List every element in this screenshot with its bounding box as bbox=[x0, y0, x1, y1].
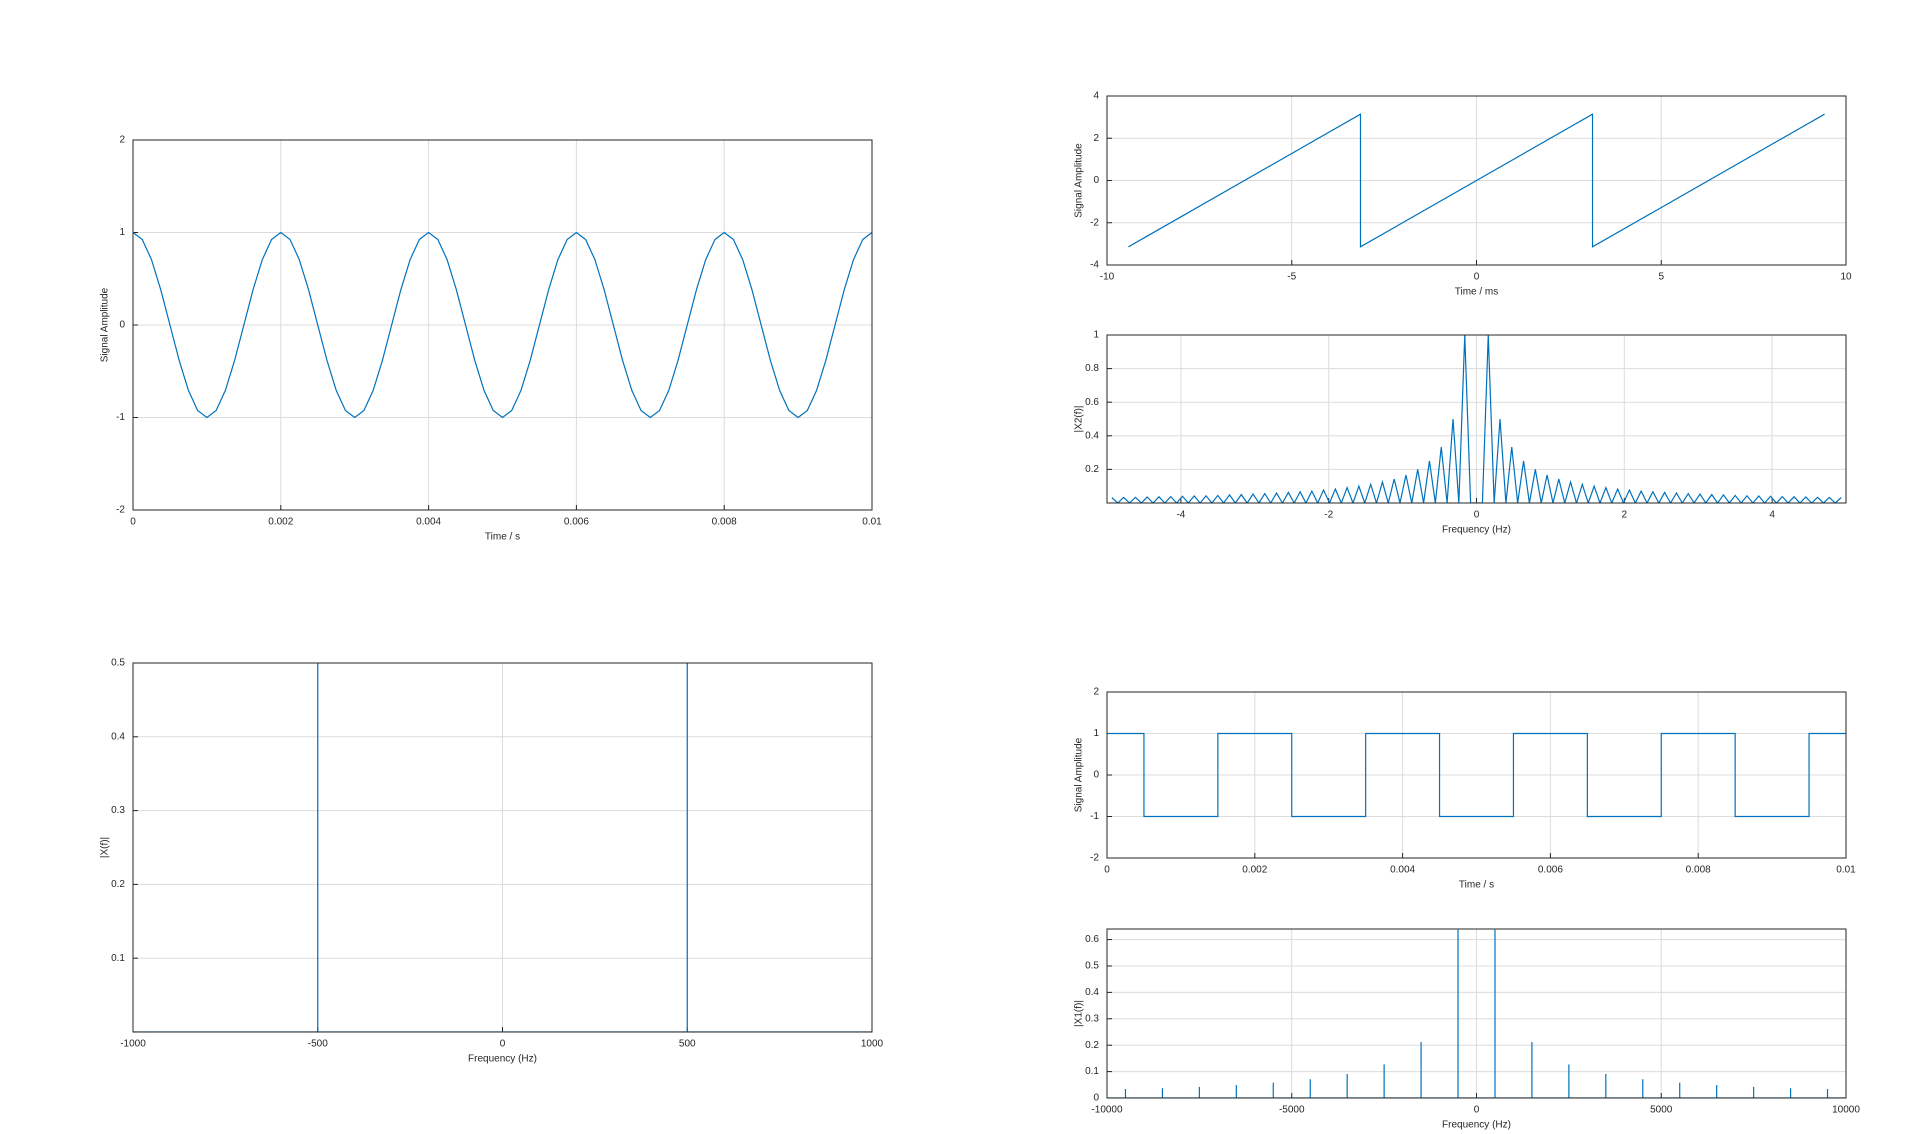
y-tick-label: -4 bbox=[1090, 260, 1099, 271]
x-tick-label: 0.006 bbox=[564, 517, 589, 528]
plot-frame bbox=[1106, 928, 1847, 1099]
x-tick-label: 5 bbox=[1658, 272, 1664, 283]
y-tick-label: 0.6 bbox=[1085, 934, 1099, 945]
chart: -10 -5 0 5 10 -4 -2 0 2 4 Time / ms Signal Amplitud… bbox=[1074, 91, 1852, 298]
x-tick-label: 0 bbox=[1474, 272, 1480, 283]
chart: -1000 -500 0 500 1000 0.1 0.2 0.3 0.4 0.5 Frequenc… bbox=[100, 658, 884, 1065]
x-tick-label: 10000 bbox=[1832, 1105, 1860, 1116]
x-tick-label: 2 bbox=[1622, 510, 1628, 521]
x-axis-label: Time / ms bbox=[1455, 287, 1499, 298]
y-tick-label: 0.1 bbox=[111, 953, 125, 964]
x-tick-label: 0 bbox=[500, 1039, 506, 1050]
y-tick-label: 0.2 bbox=[1085, 1040, 1099, 1051]
plot-frame bbox=[132, 139, 873, 511]
y-tick-label: 0.8 bbox=[1085, 363, 1099, 374]
data-layer bbox=[133, 231, 872, 419]
x-tick-label: 0 bbox=[130, 517, 136, 528]
y-tick-label: 1 bbox=[1093, 330, 1099, 341]
x-tick-label: 0 bbox=[1104, 865, 1110, 876]
signal-line bbox=[1128, 113, 1825, 248]
x-tick-label: -500 bbox=[308, 1039, 328, 1050]
x-tick-label: -5000 bbox=[1279, 1105, 1305, 1116]
y-axis-label: |X2(f)| bbox=[1074, 406, 1085, 433]
y-axis-label: Signal Amplitude bbox=[1074, 143, 1085, 218]
y-tick-label: 4 bbox=[1093, 91, 1099, 102]
x-tick-label: 0.002 bbox=[268, 517, 293, 528]
signal-line bbox=[1107, 732, 1846, 818]
x-tick-label: -10 bbox=[1100, 272, 1115, 283]
y-tick-label: 0.6 bbox=[1085, 397, 1099, 408]
data-layer bbox=[1111, 335, 1842, 503]
y-tick-label: 0.2 bbox=[1085, 464, 1099, 475]
x-tick-label: 4 bbox=[1769, 510, 1775, 521]
x-axis-label: Time / s bbox=[485, 532, 520, 543]
y-tick-label: 2 bbox=[1093, 687, 1099, 698]
plot-frame bbox=[1106, 334, 1847, 504]
x-tick-label: -5 bbox=[1287, 272, 1296, 283]
x-tick-label: 10 bbox=[1840, 272, 1852, 283]
y-axis-label: |X(f)| bbox=[100, 837, 111, 858]
chart: -10000 -5000 0 5000 10000 0 0.1 0.2 0.3 0.4 0.5 0.6… bbox=[1074, 928, 1860, 1131]
y-tick-label: 0.1 bbox=[1085, 1066, 1099, 1077]
signal-line bbox=[1111, 335, 1842, 503]
y-tick-label: 1 bbox=[119, 227, 125, 238]
y-tick-label: 0.4 bbox=[1085, 430, 1099, 441]
y-tick-label: 0.4 bbox=[111, 731, 125, 742]
x-tick-label: 0.002 bbox=[1242, 865, 1267, 876]
y-tick-label: -1 bbox=[116, 412, 125, 423]
data-layer bbox=[133, 663, 872, 1032]
x-axis-label: Time / s bbox=[1459, 880, 1494, 891]
y-axis-label: Signal Amplitude bbox=[1074, 737, 1085, 812]
y-tick-label: 0.3 bbox=[111, 805, 125, 816]
chart: 0 0.002 0.004 0.006 0.008 0.01 -2 -1 0 1 2 Time / s… bbox=[100, 135, 883, 543]
x-tick-label: -1000 bbox=[120, 1039, 146, 1050]
x-tick-label: -10000 bbox=[1091, 1105, 1123, 1116]
y-tick-label: -2 bbox=[1090, 217, 1099, 228]
y-tick-label: 1 bbox=[1093, 728, 1099, 739]
chart: -4 -2 0 2 4 0.2 0.4 0.6 0.8 1 Frequency (Hz) |X2(f)… bbox=[1074, 330, 1847, 536]
x-tick-label: 0.004 bbox=[1390, 865, 1415, 876]
y-tick-label: 2 bbox=[1093, 133, 1099, 144]
data-layer bbox=[1128, 113, 1825, 248]
x-axis-label: Frequency (Hz) bbox=[468, 1054, 537, 1065]
data-layer bbox=[1107, 732, 1846, 818]
chart: 0 0.002 0.004 0.006 0.008 0.01 -2 -1 0 1 2 Time / s… bbox=[1074, 687, 1857, 891]
y-tick-label: 0.5 bbox=[1085, 961, 1099, 972]
x-tick-label: 0.004 bbox=[416, 517, 441, 528]
y-tick-label: -2 bbox=[116, 505, 125, 516]
x-tick-label: 0.01 bbox=[1836, 865, 1856, 876]
signal-line bbox=[133, 231, 872, 419]
y-tick-label: 2 bbox=[119, 135, 125, 146]
x-tick-label: 0.008 bbox=[1686, 865, 1711, 876]
x-tick-label: 5000 bbox=[1650, 1105, 1673, 1116]
x-tick-label: 0.01 bbox=[862, 517, 882, 528]
y-tick-label: -1 bbox=[1090, 811, 1099, 822]
data-layer bbox=[1107, 929, 1846, 1098]
x-tick-label: 0 bbox=[1474, 1105, 1480, 1116]
x-axis-label: Frequency (Hz) bbox=[1442, 1120, 1511, 1131]
plot-frame bbox=[132, 662, 873, 1033]
y-tick-label: 0.4 bbox=[1085, 987, 1099, 998]
x-tick-label: 0 bbox=[1474, 510, 1480, 521]
y-tick-label: 0 bbox=[1093, 1093, 1099, 1104]
x-tick-label: 0.006 bbox=[1538, 865, 1563, 876]
x-tick-label: -4 bbox=[1176, 510, 1185, 521]
x-tick-label: 500 bbox=[679, 1039, 696, 1050]
y-axis-label: Signal Amplitude bbox=[100, 287, 111, 362]
y-axis-label: |X1(f)| bbox=[1074, 1000, 1085, 1027]
y-tick-label: 0 bbox=[1093, 175, 1099, 186]
y-tick-label: 0.2 bbox=[111, 879, 125, 890]
plot-frame bbox=[1106, 691, 1847, 859]
y-tick-label: 0.3 bbox=[1085, 1013, 1099, 1024]
plot-frame bbox=[1106, 95, 1847, 266]
x-tick-label: -2 bbox=[1324, 510, 1333, 521]
x-axis-label: Frequency (Hz) bbox=[1442, 525, 1511, 536]
y-tick-label: 0.5 bbox=[111, 658, 125, 669]
x-tick-label: 1000 bbox=[861, 1039, 884, 1050]
y-tick-label: -2 bbox=[1090, 853, 1099, 864]
x-tick-label: 0.008 bbox=[712, 517, 737, 528]
y-tick-label: 0 bbox=[119, 320, 125, 331]
y-tick-label: 0 bbox=[1093, 770, 1099, 781]
